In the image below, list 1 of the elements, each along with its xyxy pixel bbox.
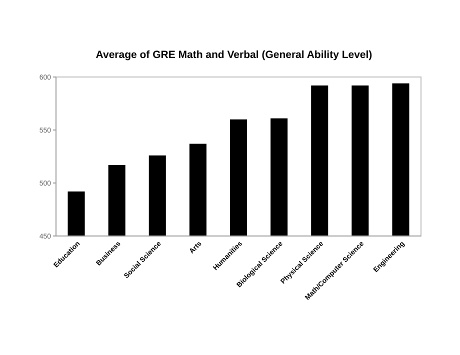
chart-title: Average of GRE Math and Verbal (General Ability Level) — [96, 49, 372, 61]
